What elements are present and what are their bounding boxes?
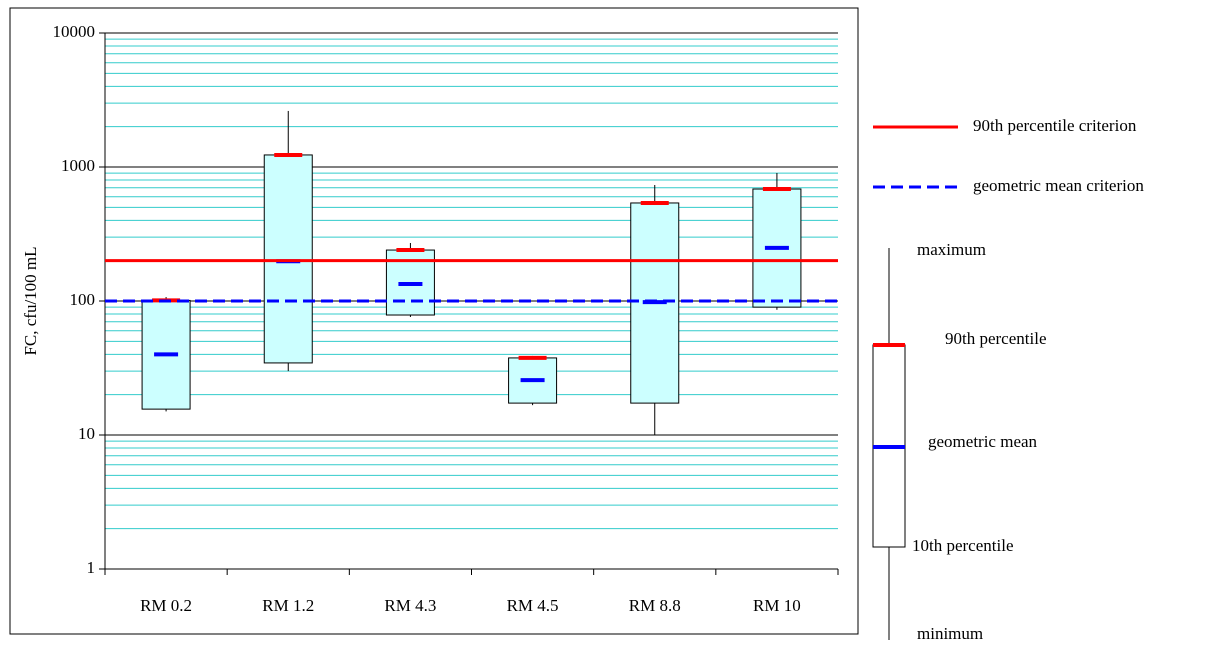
x-tick-label: RM 4.5 bbox=[507, 596, 559, 615]
legend-label: geometric mean criterion bbox=[973, 176, 1144, 195]
y-tick-label: 100 bbox=[70, 290, 96, 309]
x-tick-label: RM 10 bbox=[753, 596, 801, 615]
x-tick-label: RM 1.2 bbox=[262, 596, 314, 615]
x-tick-label: RM 8.8 bbox=[629, 596, 681, 615]
y-tick-label: 10000 bbox=[53, 22, 96, 41]
y-tick-label: 10 bbox=[78, 424, 95, 443]
box-legend-label: maximum bbox=[917, 240, 986, 259]
x-tick-label: RM 4.3 bbox=[384, 596, 436, 615]
x-tick-label: RM 0.2 bbox=[140, 596, 192, 615]
box-legend-label: 90th percentile bbox=[945, 329, 1047, 348]
y-tick-label: 1 bbox=[87, 558, 96, 577]
box-legend-label: 10th percentile bbox=[912, 536, 1014, 555]
box-legend-label: geometric mean bbox=[928, 432, 1038, 451]
box bbox=[263, 154, 313, 364]
y-tick-label: 1000 bbox=[61, 156, 95, 175]
legend-label: 90th percentile criterion bbox=[973, 116, 1137, 135]
box-legend-label: minimum bbox=[917, 624, 983, 643]
y-axis-label: FC, cfu/100 mL bbox=[21, 246, 40, 355]
